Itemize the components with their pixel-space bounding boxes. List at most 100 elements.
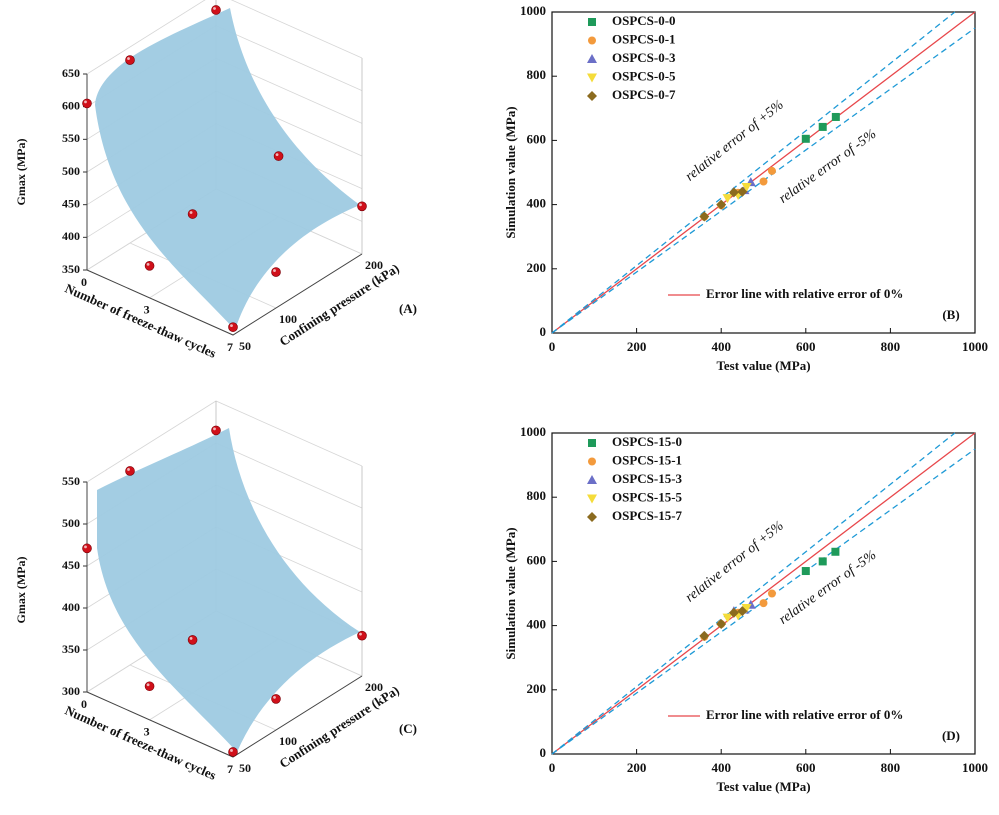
x-tick-label: 200 (627, 339, 647, 354)
point-highlight (273, 269, 276, 272)
y-tick-label: 100 (279, 312, 297, 326)
point-highlight (84, 545, 87, 549)
data-point (271, 267, 281, 277)
point-highlight (275, 153, 279, 156)
y-tick-label: 600 (527, 131, 547, 146)
point-highlight (189, 211, 193, 214)
legend-label: OSPCS-0-3 (612, 50, 676, 65)
marker (741, 603, 752, 613)
z-tick-label: 550 (62, 474, 80, 488)
z-tick-label: 450 (62, 558, 80, 572)
panel-label: (A) (399, 301, 417, 316)
data-point (144, 681, 155, 692)
legend-label: OSPCS-0-5 (612, 68, 676, 83)
data-point (228, 322, 238, 332)
y-axis-title: Simulation value (MPa) (503, 527, 518, 659)
x-tick-label: 800 (881, 339, 901, 354)
marker (728, 187, 739, 198)
y-tick-label: 1000 (520, 424, 546, 439)
point-highlight (273, 696, 276, 699)
data-point (82, 98, 92, 109)
marker (759, 177, 768, 186)
marker (831, 112, 840, 121)
reference-line (551, 432, 956, 755)
z-tick-label: 300 (62, 684, 80, 698)
marker (818, 122, 827, 131)
x-axis-title: Number of freeze-thaw cycles (63, 280, 219, 360)
point-highlight (359, 632, 362, 636)
y-axis-title: Confining pressure (kPa) (277, 682, 402, 771)
marker (588, 457, 596, 466)
x-tick-label: 200 (627, 760, 647, 775)
y-axis-title: Simulation value (MPa) (503, 106, 518, 238)
legend-label: OSPCS-15-5 (612, 489, 683, 504)
panel-b: 0 200 400 600 800 1000 0 200 400 600 800 1000 relati… (503, 3, 988, 373)
data-point (187, 209, 198, 219)
y-tick-label: 200 (365, 680, 383, 694)
panel-label: (B) (942, 307, 959, 322)
marker (716, 618, 727, 629)
z-tick-label: 350 (62, 262, 80, 276)
panel-label: (C) (399, 721, 417, 736)
data-point (228, 747, 238, 757)
z-tick-label: 500 (62, 516, 80, 530)
x-tick-label: 800 (881, 760, 901, 775)
x-tick-label: 0 (549, 339, 556, 354)
x-axis-title: Test value (MPa) (716, 779, 810, 794)
data-point (271, 694, 281, 704)
marker (728, 607, 739, 618)
marker (722, 194, 733, 204)
point-highlight (230, 324, 233, 328)
z-tick-label: 450 (62, 196, 80, 210)
reference-line (551, 11, 976, 334)
x-tick-label: 600 (796, 760, 816, 775)
z-axis-title: Gmax (MPa) (14, 557, 28, 624)
x-tick-label: 400 (711, 760, 731, 775)
x-tick-label: 1000 (962, 339, 988, 354)
x-tick-label: 0 (549, 760, 556, 775)
x-tick-label: 7 (227, 762, 233, 776)
marker (818, 557, 827, 566)
marker (587, 475, 597, 484)
point-highlight (127, 468, 130, 471)
y-tick-label: 0 (540, 745, 547, 760)
data-point (357, 201, 367, 212)
legend-label: OSPCS-0-1 (612, 31, 676, 46)
x-tick-label: 3 (144, 303, 150, 317)
data-point (144, 261, 155, 271)
marker (831, 547, 840, 556)
marker (737, 606, 748, 617)
point-highlight (146, 262, 150, 266)
legend-label: OSPCS-15-3 (612, 471, 683, 486)
y-tick-label: 200 (527, 260, 547, 275)
z-tick-label: 600 (62, 98, 80, 112)
point-highlight (127, 57, 130, 60)
reference-line (551, 11, 956, 334)
y-tick-label: 800 (527, 67, 547, 82)
y-tick-label: 50 (239, 761, 251, 775)
axis-line (86, 253, 363, 336)
marker (587, 54, 597, 63)
panel-label: (D) (942, 728, 960, 743)
point-highlight (230, 749, 233, 752)
point-highlight (213, 7, 216, 10)
x-tick-label: 0 (81, 275, 87, 289)
y-tick-label: 600 (527, 552, 547, 567)
z-tick-label: 650 (62, 66, 80, 80)
fitted-surface (97, 428, 360, 752)
marker (767, 166, 776, 175)
z-tick-label: 400 (62, 229, 80, 243)
marker (587, 494, 597, 504)
marker (741, 182, 752, 192)
panel-d: 0 200 400 600 800 1000 0 200 400 600 800 1000 relati… (503, 424, 988, 794)
data-point (211, 425, 221, 436)
marker (587, 91, 597, 101)
legend-label: OSPCS-0-0 (612, 13, 676, 28)
marker (588, 36, 596, 45)
marker (737, 186, 748, 197)
annotation: relative error of -5% (776, 127, 879, 207)
x-axis-title: Test value (MPa) (716, 358, 810, 373)
z-tick-label: 550 (62, 131, 80, 145)
data-point (125, 55, 135, 65)
